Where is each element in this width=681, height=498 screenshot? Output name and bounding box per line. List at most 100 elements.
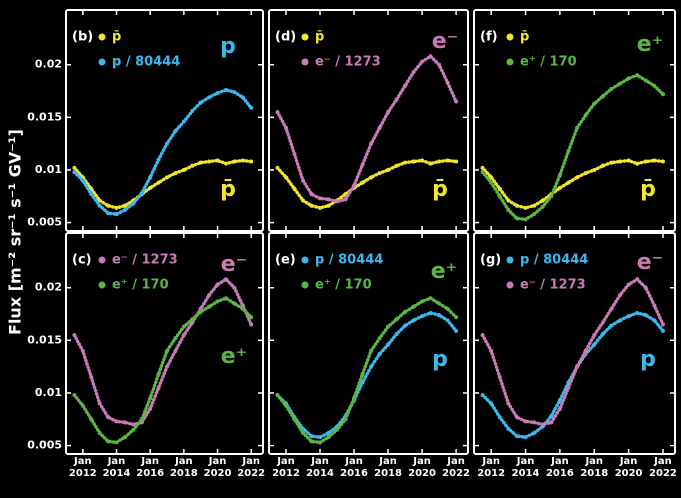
x-tick-label: Jan 2014 — [102, 456, 131, 479]
data-point — [660, 322, 665, 327]
data-point — [583, 348, 588, 353]
data-point — [301, 198, 306, 203]
data-point — [506, 426, 511, 431]
x-tick-label: Jan 2016 — [545, 456, 574, 479]
x-tick-label: Jan 2012 — [477, 456, 506, 479]
data-point — [122, 207, 127, 212]
x-tick-label: Jan 2022 — [442, 456, 471, 479]
data-point — [207, 304, 212, 309]
data-point — [403, 160, 408, 165]
data-point — [80, 403, 85, 408]
data-point — [532, 430, 537, 435]
data-point — [343, 417, 348, 422]
data-point — [386, 167, 391, 172]
data-point — [660, 92, 665, 97]
legend-marker — [301, 33, 309, 41]
y-tick-label: 0.005 — [27, 216, 62, 229]
legend-label: p̄ — [112, 30, 121, 45]
x-tick-label: Jan 2020 — [408, 456, 436, 479]
annotation: p̄ — [220, 177, 236, 202]
data-point — [600, 320, 605, 325]
data-point — [148, 175, 153, 180]
data-point — [249, 322, 254, 327]
data-point — [497, 375, 502, 380]
x-tick-label: Jan 2018 — [169, 456, 198, 479]
data-point — [540, 422, 545, 427]
data-point — [318, 440, 323, 445]
x-tick-label: Jan 2018 — [580, 456, 609, 479]
series-line — [276, 55, 458, 203]
data-point — [514, 434, 519, 439]
data-point — [428, 310, 433, 315]
data-point — [369, 348, 374, 353]
data-point — [428, 54, 433, 59]
data-point — [369, 141, 374, 146]
data-point — [207, 95, 212, 100]
data-point — [377, 125, 382, 130]
data-point — [428, 161, 433, 166]
data-point — [489, 348, 494, 353]
data-point — [523, 419, 528, 424]
data-point — [566, 385, 571, 390]
data-point — [165, 348, 170, 353]
data-point — [377, 336, 382, 341]
annotation: p̄ — [432, 177, 448, 202]
data-point — [335, 427, 340, 432]
data-point — [165, 364, 170, 369]
data-point — [411, 304, 416, 309]
data-point — [600, 94, 605, 99]
data-point — [72, 165, 77, 170]
data-point — [549, 194, 554, 199]
x-tick-label: Jan 2020 — [203, 456, 232, 479]
data-point — [106, 203, 111, 208]
data-point — [532, 212, 537, 217]
legend-label: e⁻ / 1273 — [315, 55, 381, 70]
data-point — [557, 173, 562, 178]
data-point — [377, 352, 382, 357]
legend-label: e⁺ / 170 — [112, 278, 169, 293]
panel-label: (d) — [275, 30, 296, 45]
x-tick-label: Jan 2014 — [511, 456, 540, 479]
data-point — [403, 323, 408, 328]
data-point — [643, 313, 648, 318]
data-point — [514, 415, 519, 420]
data-point — [139, 191, 144, 196]
data-point — [454, 315, 459, 320]
data-point — [309, 192, 314, 197]
data-point — [249, 105, 254, 110]
legend-label: e⁺ / 170 — [315, 278, 372, 293]
data-point — [240, 306, 245, 311]
data-point — [480, 170, 485, 175]
data-point — [437, 313, 442, 318]
data-point — [190, 109, 195, 114]
data-point — [660, 328, 665, 333]
data-point — [292, 417, 297, 422]
legend-marker — [301, 256, 309, 264]
data-point — [652, 83, 657, 88]
series-line — [481, 159, 664, 209]
data-point — [148, 396, 153, 401]
data-point — [532, 420, 537, 425]
x-tick-label: Jan 2016 — [136, 456, 165, 479]
legend-label: p / 80444 — [520, 253, 588, 268]
y-tick-label: 0.01 — [35, 386, 62, 399]
data-point — [411, 318, 416, 323]
data-point — [618, 159, 623, 164]
data-point — [600, 163, 605, 168]
data-point — [394, 163, 399, 168]
data-point — [284, 403, 289, 408]
data-point — [292, 186, 297, 191]
data-point — [506, 401, 511, 406]
legend-marker — [301, 281, 309, 289]
annotation: e⁻ — [432, 29, 459, 54]
data-point — [420, 158, 425, 163]
panel-label: (f) — [480, 30, 498, 45]
data-point — [72, 333, 77, 338]
data-point — [609, 323, 614, 328]
series-line — [73, 278, 253, 426]
data-point — [583, 171, 588, 176]
data-point — [652, 318, 657, 323]
data-point — [215, 299, 220, 304]
data-point — [249, 159, 254, 164]
data-point — [72, 393, 77, 398]
